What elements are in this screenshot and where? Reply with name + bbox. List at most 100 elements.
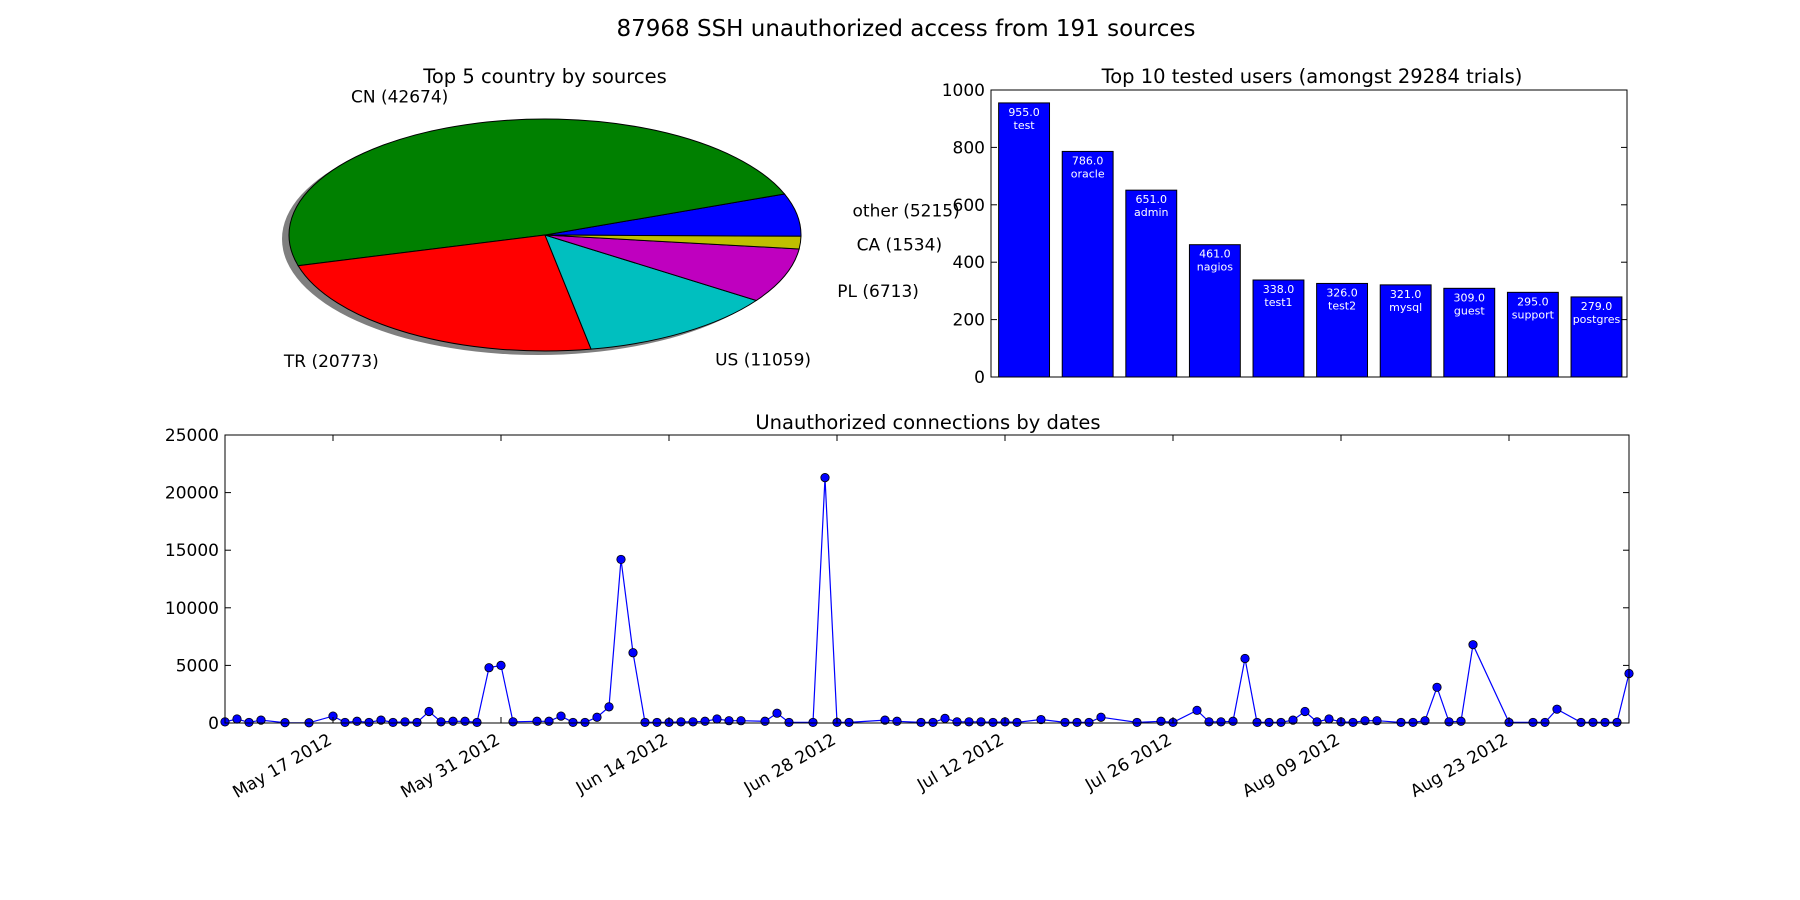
line-xtick-label: Aug 23 2012 [1407,730,1511,802]
line-point-2012-06-20 [736,716,746,726]
line-ytick-label: 20000 [165,484,219,504]
line-chart-title: Unauthorized connections by dates [755,411,1100,434]
line-point-2012-07-19 [1084,717,1094,728]
line-ytick-label: 10000 [165,599,219,619]
line-point-2012-06-17 [700,716,710,726]
bar-value-label-postgres: 279.0 [1581,300,1613,313]
bar-value-label-test: 955.0 [1008,106,1040,119]
line-point-2012-05-30 [484,663,494,673]
line-point-2012-08-04 [1276,717,1286,728]
line-point-2012-06-10 [616,554,626,565]
line-point-2012-07-29 [1204,717,1214,727]
bar-plot-frame [990,89,1628,378]
line-point-2012-08-11 [1360,716,1370,726]
pie-chart: Top 5 country by sources other (5215) CN … [282,65,960,372]
pie-slice-pl [544,234,800,302]
line-point-2012-07-31 [1228,716,1238,726]
line-point-2012-08-03 [1264,717,1274,728]
bar-category-label-guest: guest [1454,304,1485,317]
bar-test1 [1252,279,1305,378]
line-point-2012-08-06 [1300,706,1310,717]
pie-label-tr: TR (20773) [283,352,379,372]
bar-admin [1125,189,1178,378]
line-point-2012-06-12 [640,717,650,728]
line-point-2012-07-23 [1132,717,1142,728]
bar-axes: 0 200 400 600 800 1000 [942,81,1628,388]
bar-category-label-admin: admin [1134,206,1168,219]
pie-slice-ca [544,234,802,250]
pie-slice-tr [297,234,592,352]
line-point-2012-08-25 [1528,717,1538,728]
line-chart: Unauthorized connections by dates 0 5000 1… [165,411,1634,803]
line-point-2012-08-08 [1324,714,1334,724]
bar-nagios [1188,244,1241,378]
line-point-2012-06-03 [532,716,542,726]
line-point-2012-08-01 [1240,653,1250,664]
line-point-2012-07-18 [1072,717,1082,728]
bar-value-label-test2: 326.0 [1326,286,1358,299]
bar-category-label-test: test [1014,119,1036,132]
pie-label-other: other (5215) [853,201,960,221]
bar-guest [1443,287,1496,378]
line-xtick-label: Aug 09 2012 [1239,730,1343,802]
line-point-2012-06-09 [604,702,614,712]
line-point-2012-06-07 [580,717,590,728]
bar-mysql [1379,284,1432,378]
line-plot-frame [224,434,1630,724]
pie-label-us: US (11059) [715,351,811,371]
bar-category-label-postgres: postgres [1573,313,1621,326]
line-point-2012-07-11 [988,717,998,728]
line-point-2012-05-18 [340,717,350,728]
line-point-2012-08-07 [1312,717,1322,727]
bar-value-label-nagios: 461.0 [1199,248,1231,261]
line-point-2012-08-16 [1420,716,1430,726]
line-point-2012-08-15 [1408,717,1418,728]
line-point-2012-06-01 [508,717,518,727]
line-point-2012-06-04 [544,716,554,726]
pie-labels: other (5215) CN (42674) TR (20773) US (1105… [283,87,960,371]
line-point-2012-06-29 [844,717,854,728]
bar-value-label-test1: 338.0 [1263,283,1295,296]
line-point-2012-08-26 [1540,717,1550,728]
bar-value-label-oracle: 786.0 [1072,154,1104,167]
line-point-2012-07-02 [880,715,890,725]
pie-label-ca: CA (1534) [857,235,942,255]
bar-category-label-support: support [1512,308,1555,321]
line-ytick-label: 25000 [165,426,219,446]
line-point-2012-06-19 [724,716,734,726]
line-point-2012-08-19 [1456,716,1466,726]
bar-value-label-support: 295.0 [1517,295,1549,308]
line-point-2012-08-20 [1468,640,1478,650]
line-point-2012-06-13 [652,717,662,728]
bar-category-label-mysql: mysql [1389,301,1422,314]
line-xtick-label: May 17 2012 [229,730,335,803]
bar-chart: Top 10 tested users (amongst 29284 trial… [942,65,1628,388]
pie-slice-us [544,234,758,350]
line-point-2012-05-09 [232,714,242,724]
line-xtick-label: Jul 12 2012 [913,730,1007,796]
line-point-2012-05-10 [244,717,254,728]
bar-ytick-label: 0 [974,368,985,388]
bar-value-label-mysql: 321.0 [1390,288,1422,301]
line-point-2012-06-26 [808,717,818,728]
line-point-2012-08-14 [1396,717,1406,728]
line-point-2012-06-16 [688,717,698,727]
line-point-2012-06-24 [784,717,794,728]
line-point-2012-07-30 [1216,717,1226,727]
line-xtick-label: Jun 14 2012 [572,730,671,799]
line-point-2012-05-31 [496,660,506,671]
line-point-2012-08-05 [1288,715,1298,725]
line-point-2012-09-01 [1612,717,1622,728]
line-point-2012-06-15 [676,717,686,727]
line-xtick-label: May 31 2012 [397,730,503,803]
line-xtick-label: Jun 28 2012 [740,730,839,799]
line-ytick-label: 5000 [176,656,219,676]
line-point-2012-05-11 [256,715,266,725]
line-xtick-label: Jul 26 2012 [1081,730,1175,796]
line-axes: 0 5000 10000 15000 20000 25000 May 17 2012 May … [165,426,1630,803]
line-point-2012-05-29 [472,717,482,728]
line-point-2012-08-29 [1576,717,1586,728]
pie-label-pl: PL (6713) [837,282,919,302]
